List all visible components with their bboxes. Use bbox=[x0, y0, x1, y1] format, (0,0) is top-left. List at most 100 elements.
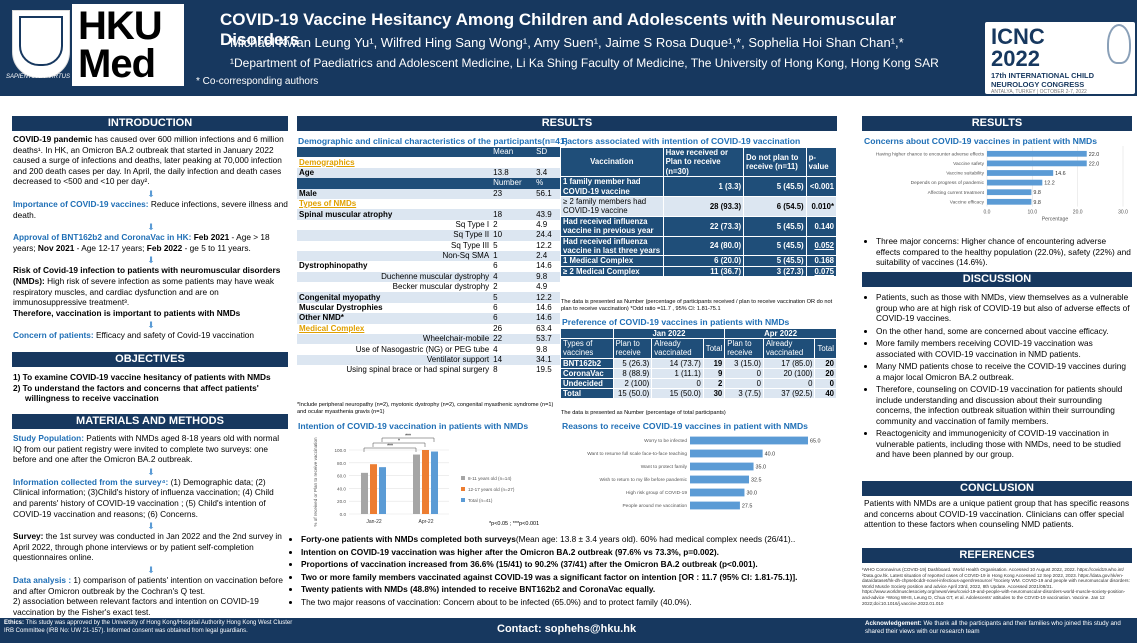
table-group-row: Jan 2022 Apr 2022 bbox=[560, 327, 837, 340]
category-label: Having higher chance to encounter advers… bbox=[876, 151, 985, 157]
table-row: Male 23 56.1 bbox=[297, 188, 560, 199]
data-label: 22.0 bbox=[1089, 152, 1100, 158]
table-cell: 0 bbox=[724, 378, 764, 390]
table-row: Duchenne muscular dystrophy 4 9.8 bbox=[297, 271, 560, 283]
table-cell: Wheelchair-mobile bbox=[297, 334, 492, 345]
table-row: Age 13.8 3.4 bbox=[297, 167, 560, 179]
bar bbox=[987, 150, 1087, 157]
table-cell: Types of NMDs bbox=[297, 198, 492, 210]
references-list: ¹WHO Coronavirus (COVID-19) Dashboard. W… bbox=[862, 567, 1130, 606]
bar bbox=[690, 462, 754, 471]
table-cell: 22 bbox=[491, 334, 535, 345]
ethics-note: Ethics: This study was approved by the U… bbox=[4, 620, 293, 634]
table-cell: Sq Type III bbox=[297, 240, 492, 251]
x-tick-label: 20.0 bbox=[1073, 210, 1083, 216]
down-arrow-icon: ⬇ bbox=[147, 564, 155, 575]
table-cell: 5 (45.5) bbox=[743, 176, 807, 198]
discussion-item: Patients, such as those with NMDs, view … bbox=[876, 292, 1132, 324]
table-cell: Non-Sq SMA bbox=[297, 250, 492, 262]
results-heading-right: RESULTS bbox=[862, 116, 1132, 131]
table-cell bbox=[297, 178, 492, 189]
objective-item: 1) To examine COVID-19 vaccine hesitancy… bbox=[13, 372, 271, 382]
table-header-row: Mean SD bbox=[297, 147, 560, 158]
table-cell: ≥ 2 Medical Complex bbox=[560, 265, 664, 278]
table-cell: 1 Medical Complex bbox=[560, 255, 664, 267]
demographics-table: Mean SD Demographics Age 13.8 3.4 Number% Male 2… bbox=[297, 147, 560, 376]
table-cell: 1 (11.1) bbox=[651, 367, 704, 380]
contact-email[interactable]: Contact: sophehs@hku.hk bbox=[497, 623, 637, 635]
table-cell: 5 (26.3) bbox=[612, 357, 653, 369]
acknowledgement: Acknowledgement: We thank all the partic… bbox=[865, 620, 1121, 635]
bar bbox=[690, 449, 763, 458]
discussion-item: Therefore, counseling on COVID-19 vaccin… bbox=[876, 384, 1132, 426]
table-cell: Other NMD* bbox=[297, 313, 492, 324]
table-cell: 10 bbox=[491, 230, 535, 241]
affiliation: ¹Department of Paediatrics and Adolescen… bbox=[230, 56, 939, 70]
group-apr: Apr 2022 bbox=[724, 327, 837, 340]
introduction-body: COVID-19 pandemic has caused over 600 mi… bbox=[13, 134, 288, 341]
table2-note: The data is presented as Number (percent… bbox=[561, 299, 833, 312]
table-row: ≥ 2 family members had COVID-19 vaccine 2… bbox=[560, 196, 838, 217]
hku-med-logo: HKU Med bbox=[6, 4, 186, 86]
table-cell: 14 (73.7) bbox=[651, 357, 704, 369]
header-cell: Already vaccinated bbox=[651, 338, 704, 359]
table-row: 1 Medical Complex 6 (20.0) 5 (45.5) 0.168 bbox=[560, 255, 838, 267]
x-tick-label: Jan-22 bbox=[366, 519, 382, 525]
list-item: Forty-one patients with NMDs completed b… bbox=[301, 534, 851, 545]
table3-note: The data is presented as Number (percent… bbox=[561, 410, 726, 416]
y-tick-label: 40.0 bbox=[337, 486, 346, 491]
significance-mark: *** bbox=[387, 444, 393, 450]
list-item: Proportions of vaccination increased fro… bbox=[301, 559, 851, 570]
results-bullets: Forty-one patients with NMDs completed b… bbox=[291, 534, 851, 609]
legend-swatch bbox=[461, 487, 465, 491]
methods-heading: MATERIALS AND METHODS bbox=[12, 414, 288, 429]
bar bbox=[431, 451, 438, 514]
table-cell: 14 bbox=[491, 354, 535, 366]
table-cell: 18 bbox=[491, 209, 535, 220]
table-cell: 19.5 bbox=[534, 365, 560, 376]
down-arrow-icon: ⬇ bbox=[147, 320, 155, 331]
concern-bullet-item: Three major concerns: Higher chance of e… bbox=[876, 236, 1132, 268]
table-cell: Had received influenza vaccine in previo… bbox=[560, 215, 664, 237]
discussion-item: More family members receiving COVID-19 v… bbox=[876, 338, 1132, 359]
bar bbox=[370, 464, 377, 514]
list-item: Twenty patients with NMDs (48.8%) intend… bbox=[301, 584, 851, 595]
bar bbox=[987, 179, 1043, 186]
poster-title: COVID-19 Vaccine Hesitancy Among Childre… bbox=[220, 10, 897, 49]
bar bbox=[987, 170, 1054, 176]
data-label: 30.0 bbox=[746, 491, 757, 497]
bar bbox=[690, 501, 740, 510]
significance-note: *p<0.05 ; ***p<0.001 bbox=[489, 521, 539, 527]
table-row: Sq Type II 10 24.4 bbox=[297, 230, 560, 241]
table-cell: 43.9 bbox=[534, 209, 560, 220]
data-label: 12.2 bbox=[1044, 181, 1055, 187]
down-arrow-icon: ⬇ bbox=[147, 188, 155, 199]
table-cell: Congenital myopathy bbox=[297, 292, 492, 303]
bar bbox=[379, 467, 386, 514]
table-cell: 34.1 bbox=[534, 354, 560, 366]
legend-label: Total (n=41) bbox=[468, 498, 493, 503]
header-cell: Types of vaccines bbox=[560, 338, 614, 359]
table-cell: 6 bbox=[491, 261, 535, 272]
reasons-bar-chart: Worry to be infected 65.0 Want to resume f… bbox=[587, 436, 821, 510]
intention-bar-chart: 0.0 20.0 40.0 60.0 80.0 100.0 % of received or… bbox=[313, 434, 539, 528]
y-axis-label: % of received or Plan to receive vaccina… bbox=[313, 437, 318, 527]
results-heading: RESULTS bbox=[297, 116, 837, 131]
bar bbox=[361, 472, 368, 514]
table-row: Use of Nasogastric (NG) or PEG tube 4 9.8 bbox=[297, 344, 560, 355]
significance-bracket bbox=[372, 442, 426, 447]
table-cell: 14.6 bbox=[534, 261, 560, 272]
table-row: Becker muscular dystrophy 2 4.9 bbox=[297, 282, 560, 293]
table-cell bbox=[491, 157, 535, 168]
discussion-list: Patients, such as those with NMDs, view … bbox=[864, 292, 1132, 462]
table-cell: 6 bbox=[491, 302, 535, 314]
category-label: High risk group of COVID-19 bbox=[626, 490, 687, 496]
header-cell: Vaccination bbox=[560, 146, 664, 178]
data-label: 65.0 bbox=[810, 439, 821, 445]
table-row: Had received influenza vaccine in last t… bbox=[560, 235, 838, 257]
legend-label: 12-17 years old (n=27) bbox=[468, 487, 515, 492]
list-item: Intention on COVID-19 vaccination was hi… bbox=[301, 547, 851, 558]
table-cell: 63.4 bbox=[534, 323, 560, 335]
table-cell: 24.4 bbox=[534, 230, 560, 241]
table-cell: 2 (100) bbox=[612, 378, 653, 390]
